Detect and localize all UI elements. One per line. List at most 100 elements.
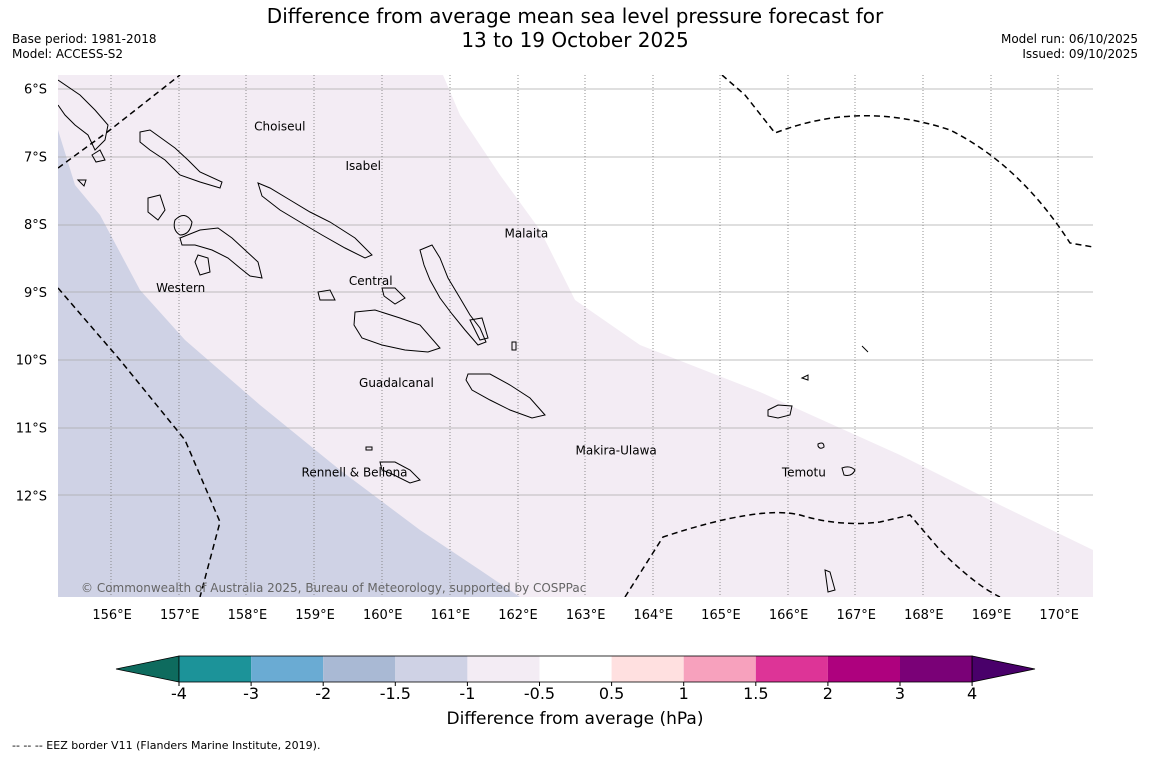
province-label: Rennell & Bellona [302, 465, 408, 479]
island-new-georgia [179, 227, 263, 279]
colorbar-tick-label: 4 [967, 684, 977, 703]
lat-tick-label: 10°S [16, 354, 47, 369]
island-shortlands [76, 179, 87, 187]
island-isabel [257, 182, 373, 259]
colorbar-tick-label: 3 [895, 684, 905, 703]
lon-tick-label: 156°E [92, 608, 132, 623]
colorbar-tick-label: -0.5 [524, 684, 555, 703]
colorbar-segment [251, 656, 324, 682]
colorbar-segment [755, 656, 828, 682]
eez-border-south-west [58, 287, 221, 597]
island-tikopia [817, 442, 825, 449]
title-line-2: 13 to 19 October 2025 [461, 28, 689, 52]
eez-border-west [58, 75, 181, 169]
province-label: Guadalcanal [359, 376, 434, 390]
island-guadalcanal [353, 309, 441, 353]
eez-borders [58, 75, 1093, 597]
colorbar-segment [179, 656, 252, 682]
island-ulawa [511, 341, 517, 351]
colorbar [115, 655, 1036, 683]
lat-gridlines [58, 88, 1093, 496]
colorbar-tick-label: -1.5 [380, 684, 411, 703]
island-ndeni [767, 404, 793, 419]
colorbar-tick-label: 0.5 [599, 684, 624, 703]
colorbar-extend-low [115, 655, 180, 683]
island-choiseul [139, 129, 223, 189]
island-bougainville [58, 79, 109, 151]
colorbar-tick-label: -3 [243, 684, 259, 703]
meta-left: Base period: 1981-2018 Model: ACCESS-S2 [12, 32, 157, 62]
lat-tick-label: 9°S [24, 286, 47, 301]
lon-tick-label: 157°E [160, 608, 200, 623]
lon-tick-label: 168°E [904, 608, 944, 623]
colorbar-tick-label: -2 [315, 684, 331, 703]
province-labels: Choiseul Isabel Malaita Western Central Guada… [156, 120, 826, 480]
model-run-text: Model run: 06/10/2025 [1000, 32, 1138, 46]
lon-tick-label: 159°E [295, 608, 335, 623]
colorbar-segment [900, 656, 973, 682]
province-label: Malaita [504, 227, 548, 241]
island-makira [465, 373, 546, 419]
colorbar-tick-labels: -4 -3 -2 -1.5 -1 -0.5 0.5 1 1.5 2 3 4 [171, 682, 977, 703]
colorbar-tick-label: 1.5 [743, 684, 768, 703]
issued-text: Issued: 09/10/2025 [1022, 47, 1138, 61]
copyright-text: © Commonwealth of Australia 2025, Bureau… [81, 581, 586, 595]
colorbar-segment [539, 656, 612, 682]
island-vella-lavella [147, 194, 166, 221]
chart-title: Difference from average mean sea level p… [0, 4, 1150, 52]
province-label: Makira-Ulawa [576, 444, 657, 458]
lon-tick-label: 158°E [228, 608, 268, 623]
title-line-1: Difference from average mean sea level p… [266, 4, 884, 28]
island-reef [861, 345, 869, 353]
colorbar-segment [395, 656, 468, 682]
base-period-text: Base period: 1981-2018 [12, 32, 157, 46]
lat-tick-label: 12°S [16, 489, 47, 504]
colorbar-segment [323, 656, 396, 682]
colorbar-segment [683, 656, 756, 682]
lon-tick-label: 169°E [972, 608, 1012, 623]
island-malaita [419, 244, 487, 346]
colorbar-tick-label: 1 [679, 684, 689, 703]
eez-border-north-east [721, 75, 1093, 248]
lon-tick-label: 161°E [431, 608, 471, 623]
eez-border-south-east [624, 511, 1001, 597]
province-label: Isabel [346, 159, 381, 173]
island-rendova [194, 254, 211, 276]
map-area: © Commonwealth of Australia 2025, Bureau… [58, 75, 1093, 597]
lon-tick-label: 163°E [566, 608, 606, 623]
colorbar-tick-label: -4 [171, 684, 187, 703]
province-label: Choiseul [254, 120, 305, 134]
lat-tick-label: 8°S [24, 218, 47, 233]
lon-tick-label: 166°E [769, 608, 809, 623]
lat-tick-label: 6°S [24, 83, 47, 98]
lon-gridlines [110, 75, 1059, 597]
lon-tick-label: 165°E [701, 608, 741, 623]
island-bellona [365, 446, 373, 451]
island-coastlines [58, 79, 869, 593]
island-buka [91, 149, 106, 163]
island-kolombangara [173, 215, 193, 236]
eez-legend-note: -- -- -- EEZ border V11 (Flanders Marine… [12, 739, 321, 752]
province-label: Temotu [781, 465, 826, 479]
model-text: Model: ACCESS-S2 [12, 47, 124, 61]
island-small-malaita [469, 317, 489, 341]
lon-tick-label: 160°E [363, 608, 403, 623]
island-rennell [379, 461, 421, 484]
anomaly-region-medium [58, 130, 520, 597]
colorbar-segment [611, 656, 684, 682]
island-florida [381, 287, 406, 305]
lat-tick-label: 11°S [16, 422, 47, 437]
meta-right: Model run: 06/10/2025 Issued: 09/10/2025 [1001, 32, 1138, 62]
lon-tick-label: 167°E [836, 608, 876, 623]
lon-tick-label: 162°E [498, 608, 538, 623]
province-label: Western [156, 281, 205, 295]
lon-tick-label: 170°E [1039, 608, 1079, 623]
lon-tick-labels: 156°E 157°E 158°E 159°E 160°E 161°E 162°E 163°E… [92, 608, 1079, 623]
lat-tick-label: 7°S [24, 150, 47, 165]
colorbar-tick-label: 2 [823, 684, 833, 703]
island-anuta [824, 569, 836, 593]
colorbar-segment [467, 656, 540, 682]
province-label: Central [349, 274, 393, 288]
colorbar-extend-high [971, 655, 1036, 683]
